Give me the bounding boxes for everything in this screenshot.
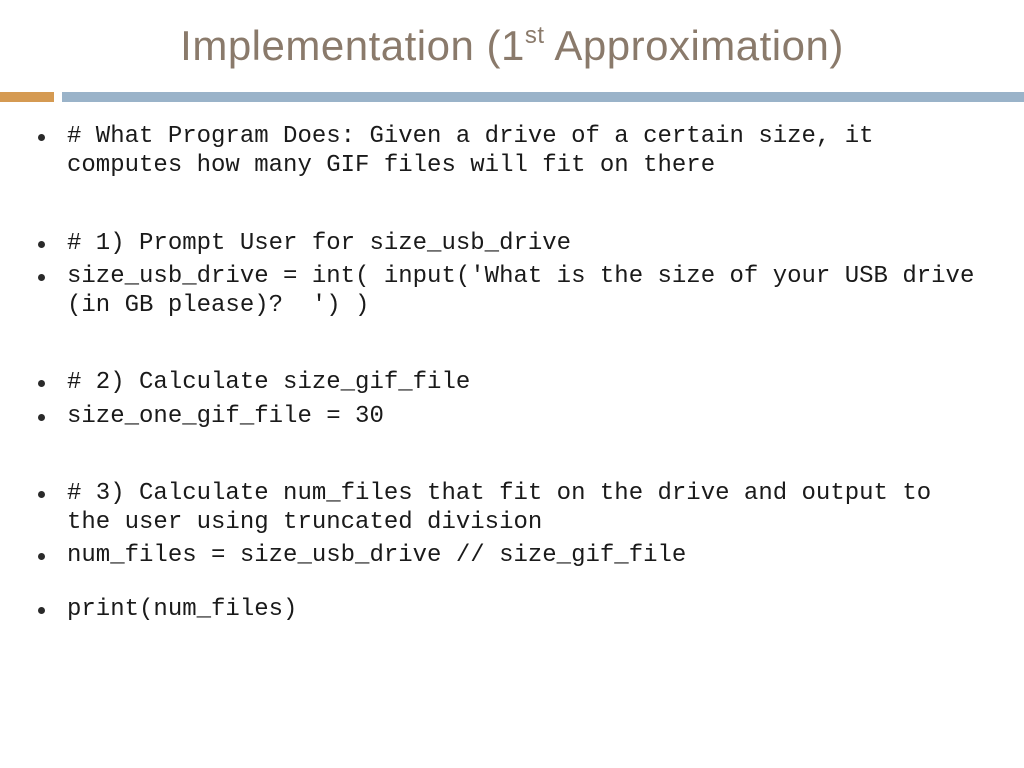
- bullet-item: print(num_files): [32, 595, 984, 624]
- title-post: Approximation): [545, 22, 844, 69]
- bullet-dot-icon: [38, 134, 45, 141]
- bullet-item: # 3) Calculate num_files that fit on the…: [32, 479, 984, 538]
- accent-box: [0, 92, 54, 102]
- bullet-text: # 1) Prompt User for size_usb_drive: [67, 229, 571, 258]
- bullet-dot-icon: [38, 414, 45, 421]
- divider-gap: [54, 92, 62, 102]
- divider-bar: [62, 92, 1024, 102]
- slide-body: # What Program Does: Given a drive of a …: [32, 122, 984, 628]
- bullet-text: # What Program Does: Given a drive of a …: [67, 122, 984, 181]
- bullet-item: # 2) Calculate size_gif_file: [32, 368, 984, 397]
- bullet-dot-icon: [38, 607, 45, 614]
- bullet-dot-icon: [38, 380, 45, 387]
- bullet-item: # What Program Does: Given a drive of a …: [32, 122, 984, 181]
- bullet-text: # 3) Calculate num_files that fit on the…: [67, 479, 984, 538]
- title-divider: [0, 92, 1024, 102]
- bullet-text: size_usb_drive = int( input('What is the…: [67, 262, 984, 321]
- bullet-dot-icon: [38, 274, 45, 281]
- slide-title: Implementation (1st Approximation): [0, 22, 1024, 70]
- bullet-text: num_files = size_usb_drive // size_gif_f…: [67, 541, 686, 570]
- bullet-dot-icon: [38, 241, 45, 248]
- slide: Implementation (1st Approximation) # Wha…: [0, 0, 1024, 768]
- spacer: [32, 435, 984, 479]
- bullet-item: size_usb_drive = int( input('What is the…: [32, 262, 984, 321]
- title-pre: Implementation (1: [180, 22, 525, 69]
- bullet-item: num_files = size_usb_drive // size_gif_f…: [32, 541, 984, 570]
- spacer: [32, 324, 984, 368]
- bullet-text: print(num_files): [67, 595, 297, 624]
- bullet-item: size_one_gif_file = 30: [32, 402, 984, 431]
- spacer: [32, 185, 984, 229]
- bullet-text: # 2) Calculate size_gif_file: [67, 368, 470, 397]
- bullet-item: # 1) Prompt User for size_usb_drive: [32, 229, 984, 258]
- bullet-dot-icon: [38, 553, 45, 560]
- title-superscript: st: [525, 22, 545, 49]
- bullet-text: size_one_gif_file = 30: [67, 402, 384, 431]
- bullet-dot-icon: [38, 491, 45, 498]
- spacer: [32, 575, 984, 595]
